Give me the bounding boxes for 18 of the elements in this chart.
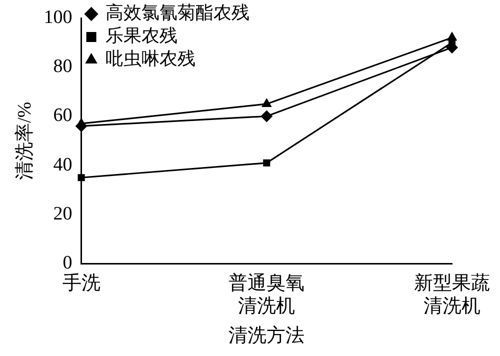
y-tick-label: 20 bbox=[53, 203, 72, 224]
y-tick-label: 60 bbox=[53, 105, 72, 126]
y-tick-label: 100 bbox=[44, 6, 72, 28]
y-axis-title: 清洗率/% bbox=[13, 102, 36, 180]
y-tick-label: 80 bbox=[53, 56, 72, 78]
x-tick-label: 新型果蔬清洗机 bbox=[414, 272, 490, 317]
legend-label: 乐果农残 bbox=[105, 26, 178, 46]
point bbox=[260, 110, 273, 122]
y-tick-label: 40 bbox=[53, 154, 72, 176]
x-tick-label: 手洗 bbox=[62, 272, 100, 294]
legend-label: 吡虫啉农残 bbox=[105, 48, 196, 69]
x-tick-label: 普通臭氧清洗机 bbox=[228, 272, 305, 317]
point bbox=[263, 159, 270, 166]
x-axis-title: 清洗方法 bbox=[228, 324, 305, 347]
legend-label: 高效氯氰菊酯农残 bbox=[105, 2, 250, 23]
point bbox=[78, 174, 85, 182]
y-tick-label: 0 bbox=[62, 252, 72, 274]
point bbox=[261, 98, 272, 107]
